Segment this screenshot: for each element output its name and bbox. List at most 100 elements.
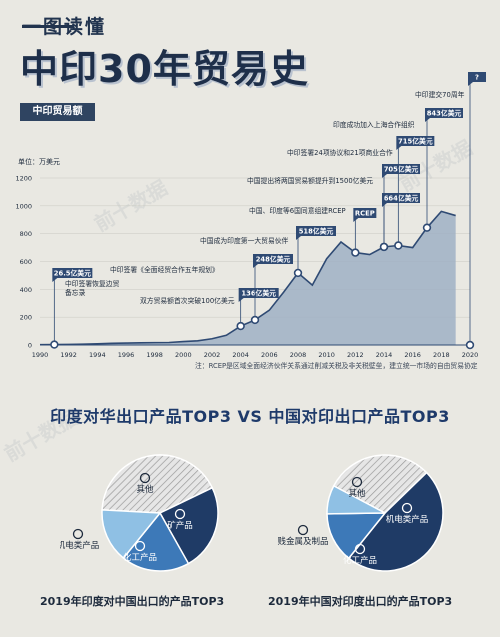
- x-tick-label: 2002: [204, 351, 221, 359]
- chemical-icon: [354, 543, 366, 555]
- x-tick-label: 1998: [146, 351, 163, 359]
- x-tick-label: 1994: [89, 351, 106, 359]
- pie-slice: [347, 471, 444, 572]
- pie-caption-india: 2019年印度对中国出口的产品TOP3: [40, 595, 225, 608]
- pie-slice: [101, 454, 214, 514]
- slice-label: 贱金属及制品: [277, 536, 328, 547]
- chart-note: 注：RCEP是区域全面经济伙伴关系通过削减关税及非关税壁垒，建立统一市场的自由贸…: [195, 362, 478, 370]
- chemical-icon: [134, 540, 146, 552]
- value-label: 518亿美元: [299, 227, 334, 236]
- slice-label: 矿产品: [167, 520, 193, 531]
- pie-slice: [158, 486, 219, 565]
- value-label-tail: [382, 203, 387, 207]
- value-label-bg: [468, 72, 486, 82]
- section-label: 中印贸易额: [20, 103, 95, 121]
- value-label: 248亿美元: [256, 255, 291, 264]
- annotation-text: 中印建交70周年: [415, 90, 465, 99]
- value-label-tail: [382, 174, 387, 178]
- mineral-icon: [174, 508, 186, 520]
- value-label-bg: [353, 208, 377, 218]
- x-tick-label: 1992: [60, 351, 77, 359]
- value-label-tail: [296, 236, 301, 240]
- building-icon: [351, 476, 363, 488]
- slice-label: 化工产品: [343, 555, 377, 566]
- value-label: 136亿美元: [241, 289, 276, 298]
- annotation-text: 中国提出将两国贸易额提升到1500亿美元: [247, 176, 373, 185]
- value-label-bg: [396, 136, 435, 146]
- annotation-text: 中印签署24项协议和21项商业合作: [287, 148, 393, 157]
- slice-label: 机电类产品: [386, 514, 429, 525]
- value-label-bg: [296, 226, 336, 236]
- annotation-text: 双方贸易额首次突破100亿美元: [140, 296, 235, 305]
- slice-label: 其他: [136, 484, 154, 495]
- value-label-tail: [238, 298, 244, 302]
- building-icon: [139, 472, 151, 484]
- pie-slice: [122, 511, 190, 572]
- y-tick-label: 400: [20, 286, 32, 294]
- value-label-tail: [253, 264, 258, 268]
- annotation-text: 备忘录: [65, 288, 86, 297]
- trade-area-chart: 单位：万美元 0 200 400 600 800 1000 1200 1990 1992 1994 1…: [15, 72, 486, 359]
- value-label-bg: [382, 193, 420, 203]
- slice-label: 化工产品: [123, 552, 157, 563]
- pie-slice: [332, 454, 428, 514]
- value-label-tail: [425, 118, 430, 122]
- x-tick-label: 2016: [404, 351, 421, 359]
- pie-slice: [326, 512, 387, 560]
- area-fill: [40, 211, 456, 345]
- x-tick-label: 1990: [32, 351, 49, 359]
- annotation-text: 中印签署恢复边贸: [65, 279, 120, 288]
- metal-icon: [297, 524, 309, 536]
- value-label: 715亿美元: [398, 137, 433, 146]
- y-tick-label: 1200: [15, 175, 32, 183]
- slice-label: 机电类产品: [60, 540, 99, 551]
- annotation-text: 中国成为印度第一大贸易伙伴: [200, 236, 289, 245]
- x-tick-label: 1996: [118, 351, 135, 359]
- x-tick-label: 2000: [175, 351, 192, 359]
- y-tick-label: 800: [20, 230, 32, 238]
- data-point: [394, 241, 403, 250]
- gear-icon: [72, 528, 84, 540]
- y-tick-label: 0: [28, 342, 32, 350]
- value-label: 843亿美元: [427, 109, 462, 118]
- value-label-bg: [238, 288, 279, 298]
- y-tick-label: 200: [20, 314, 32, 322]
- gear-icon: [401, 502, 413, 514]
- y-tick-label: 600: [20, 258, 32, 266]
- page-title: 中印30年贸易史: [20, 47, 309, 91]
- value-label-tail: [353, 218, 359, 222]
- value-label-bg: [253, 254, 293, 264]
- annotation-text: 印度成功加入上海合作组织: [333, 120, 415, 129]
- data-point: [379, 242, 389, 252]
- x-tick-label: 2004: [232, 351, 249, 359]
- data-point: [50, 340, 59, 349]
- x-tick-label: 2018: [433, 351, 450, 359]
- value-label: 664亿美元: [384, 194, 419, 203]
- kicker-underline: [22, 25, 74, 28]
- pie-slice: [326, 484, 386, 515]
- value-label-bg: [382, 164, 420, 174]
- value-label: ?: [475, 74, 479, 82]
- value-label-bg: [52, 268, 93, 278]
- value-label-tail: [468, 82, 473, 86]
- x-tick-label: 2020: [462, 351, 479, 359]
- x-tick-label: 2014: [376, 351, 393, 359]
- data-point: [465, 340, 475, 350]
- value-label: RCEP: [355, 210, 375, 218]
- x-tick-label: 2012: [347, 351, 364, 359]
- data-point: [250, 315, 260, 325]
- data-point: [351, 248, 360, 257]
- value-label-bg: [425, 108, 463, 118]
- pie-caption-china: 2019年中国对印度出口的产品TOP3: [268, 595, 453, 608]
- data-point: [293, 268, 303, 278]
- annotation-text: 中印签署《全面经贸合作五年规划》: [110, 265, 219, 274]
- x-tick-label: 2006: [261, 351, 278, 359]
- data-point: [422, 223, 432, 232]
- value-label-tail: [396, 146, 402, 150]
- x-tick-label: 2010: [318, 351, 335, 359]
- x-tick-label: 2008: [290, 351, 307, 359]
- y-tick-label: 1000: [15, 202, 32, 210]
- y-axis-title: 单位：万美元: [18, 157, 60, 166]
- data-point: [236, 321, 245, 331]
